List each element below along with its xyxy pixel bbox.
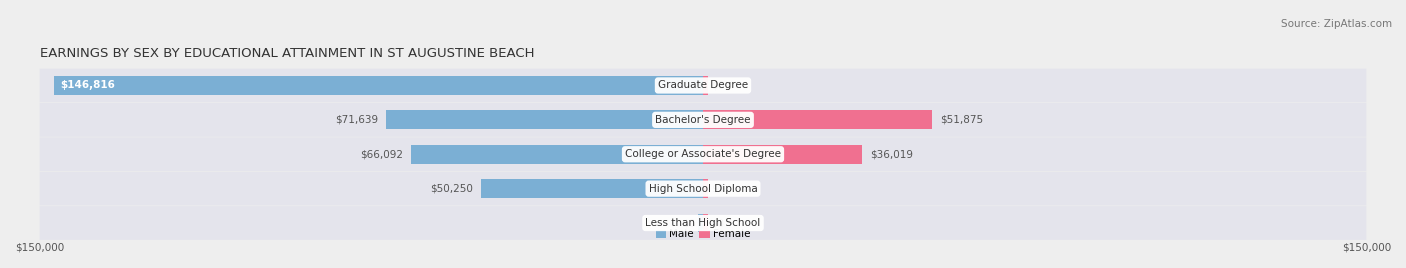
FancyBboxPatch shape bbox=[39, 206, 1367, 240]
Text: High School Diploma: High School Diploma bbox=[648, 184, 758, 194]
Bar bbox=[697, 214, 703, 232]
Text: $0: $0 bbox=[682, 218, 695, 228]
Text: Bachelor's Degree: Bachelor's Degree bbox=[655, 115, 751, 125]
Text: Graduate Degree: Graduate Degree bbox=[658, 80, 748, 91]
FancyBboxPatch shape bbox=[39, 103, 1367, 137]
Text: $66,092: $66,092 bbox=[360, 149, 402, 159]
Text: Source: ZipAtlas.com: Source: ZipAtlas.com bbox=[1281, 19, 1392, 29]
Text: $0: $0 bbox=[711, 218, 724, 228]
Text: $51,875: $51,875 bbox=[941, 115, 984, 125]
Text: $50,250: $50,250 bbox=[430, 184, 472, 194]
Bar bbox=[703, 145, 862, 164]
Text: $0: $0 bbox=[711, 80, 724, 91]
Legend: Male, Female: Male, Female bbox=[651, 225, 755, 244]
Text: EARNINGS BY SEX BY EDUCATIONAL ATTAINMENT IN ST AUGUSTINE BEACH: EARNINGS BY SEX BY EDUCATIONAL ATTAINMEN… bbox=[39, 47, 534, 60]
Bar bbox=[703, 110, 932, 129]
FancyBboxPatch shape bbox=[39, 172, 1367, 206]
Bar bbox=[53, 76, 703, 95]
FancyBboxPatch shape bbox=[39, 137, 1367, 171]
Bar bbox=[703, 214, 709, 232]
Text: $71,639: $71,639 bbox=[335, 115, 378, 125]
Text: $0: $0 bbox=[711, 184, 724, 194]
Bar bbox=[703, 179, 709, 198]
Text: Less than High School: Less than High School bbox=[645, 218, 761, 228]
Text: $36,019: $36,019 bbox=[870, 149, 914, 159]
Text: $146,816: $146,816 bbox=[60, 80, 115, 91]
Bar bbox=[481, 179, 703, 198]
FancyBboxPatch shape bbox=[39, 69, 1367, 102]
Text: College or Associate's Degree: College or Associate's Degree bbox=[626, 149, 780, 159]
Bar bbox=[703, 76, 709, 95]
Bar bbox=[387, 110, 703, 129]
Bar bbox=[411, 145, 703, 164]
